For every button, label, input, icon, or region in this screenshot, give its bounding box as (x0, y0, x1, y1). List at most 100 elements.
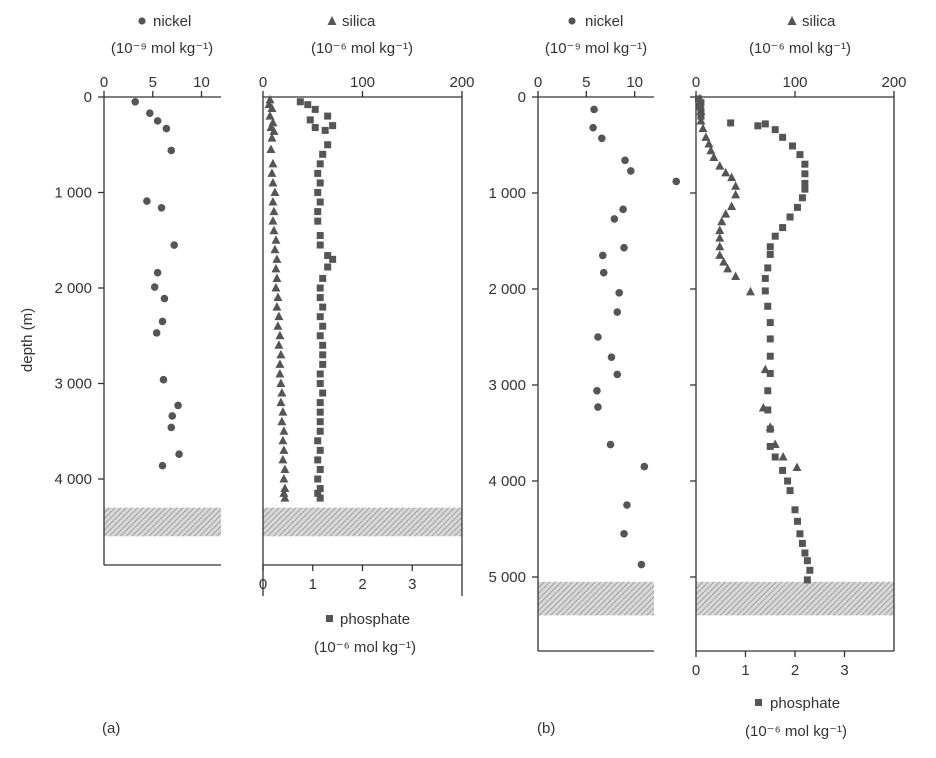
panel-a-phosphate-point (316, 160, 324, 168)
panel-b-nickel-xtick-label: 10 (626, 74, 643, 91)
panel-b-phosphate-point (766, 243, 774, 251)
panel-a-phosphate-point (316, 231, 324, 239)
panel-a-phosphate-point (306, 116, 314, 124)
panel-a-phosphate-point (319, 274, 327, 282)
panel-b-silica-point (721, 209, 731, 218)
panel-b-nickel-legend-marker (568, 17, 576, 25)
panel-b-headers: nickel (10⁻⁹ mol kg⁻¹) silica (10⁻⁶ mol … (537, 13, 851, 740)
panel-a-silica-units: (10⁻⁶ mol kg⁻¹) (311, 40, 413, 57)
panel-b-silica-xtick-label: 100 (782, 74, 807, 91)
panel-a-phosphate-point (316, 370, 324, 378)
panel-a-nickel-point (153, 117, 162, 125)
panel-b-phosphate-point (766, 319, 774, 327)
panel-a-silica-point (270, 187, 280, 196)
panel-b-silica-point (727, 172, 737, 182)
panel-b-phosphate-point (789, 142, 797, 150)
panel-a-phosphate-legend-marker (326, 615, 333, 622)
panel-b-phosphate-xtick-label: 2 (791, 662, 799, 679)
panel-b-silica-legend-marker (787, 16, 797, 25)
header-markers (138, 16, 797, 706)
panel-a-silica-point (279, 426, 289, 435)
panel-a-phosphate-point (304, 101, 312, 109)
panel-b-nickel-point (627, 167, 635, 175)
panel-a-silica-point (271, 235, 281, 244)
panel-a-silica-point (271, 263, 281, 273)
panel-a-nickel-point (146, 109, 154, 118)
panel-a-phosphate-point (319, 303, 327, 311)
panel-a-phosphate-point (316, 313, 324, 321)
panel-b-phosphate-point (801, 179, 809, 187)
panel-a-phosphate-point (316, 494, 324, 502)
panel-b-phosphate-point (766, 442, 774, 450)
panel-b-nickel-point (594, 333, 602, 341)
y-axis-label: depth (m) (19, 308, 36, 372)
panel-a-nickel-xtick-label: 5 (149, 74, 157, 91)
panel-a-silica-point (272, 254, 282, 263)
panel-a-nickel-legend-marker (138, 17, 146, 25)
panel-b-depth-tick-label: 1 000 (488, 185, 526, 202)
panel-b-silica-point (715, 161, 725, 170)
panel-a-silica-point (280, 464, 290, 473)
panel-a-depth-tick-label: 3 000 (54, 376, 92, 393)
panel-b-depth-tick-label: 5 000 (488, 569, 526, 586)
panel-a-silica-point (272, 273, 282, 282)
panel-a-phosphate-point (314, 169, 322, 177)
panel-b-silica-point (715, 241, 725, 251)
panel-a-nickel-point (143, 197, 151, 205)
panel-b-nickel-point (623, 501, 631, 509)
panel-b-silica-point (731, 181, 741, 190)
panel-a-phosphate-point (324, 141, 332, 149)
panel-b-nickel-point (620, 243, 628, 252)
panel-a-depth-tick-label: 4 000 (54, 471, 92, 488)
panel-a-phosphate-point (314, 217, 322, 225)
panel-a-nickel-point (168, 412, 177, 420)
panel-a-nickel-xtick-label: 10 (193, 74, 210, 91)
panel-b-phosphate-point (766, 335, 774, 343)
panel-a-silica-point (271, 283, 281, 292)
panel-b-phosphate-point (786, 487, 794, 495)
panel-b-silica-point (715, 233, 725, 242)
panel-b-phosphate-point (798, 194, 806, 202)
panel-a-silica-point (277, 416, 287, 426)
panel-a-silica-point (265, 94, 275, 104)
panel-a-phosphate-xtick-label: 1 (309, 576, 317, 593)
panel-b-nickel-point (613, 308, 622, 316)
panel-a-silica-xtick-label: 100 (350, 74, 375, 91)
panel-a-silica-label: silica (342, 13, 376, 30)
panel-b-depth-tick-label: 4 000 (488, 473, 526, 490)
panel-b-silica-point (731, 189, 741, 199)
panel-b-silica-sea-floor (696, 581, 894, 616)
panel-b-nickel-xtick-label: 5 (582, 74, 590, 91)
panel-b-nickel-point (640, 462, 649, 471)
panel-a-phosphate-point (321, 126, 329, 134)
panel-b-phosphate-point (694, 95, 702, 103)
panel-b-nickel-units: (10⁻⁹ mol kg⁻¹) (545, 40, 647, 57)
panel-a-phosphate-point (316, 408, 324, 416)
panel-b-silica-point (709, 152, 719, 161)
panel-a-phosphate-point (329, 122, 337, 130)
panel-b-silica-point (792, 462, 802, 472)
panel-b-nickel-xtick-label: 0 (534, 74, 542, 91)
panel-b-phosphate-point (801, 549, 809, 557)
panel-b-phosphate-point (801, 170, 809, 178)
panel-a-silica-point (267, 103, 277, 112)
panel-a-phosphate-point (319, 341, 327, 349)
panel-b-label: (b) (537, 720, 555, 737)
panel-a-silica-point (276, 397, 286, 407)
panel-b-phosphate-point (801, 185, 809, 193)
panel-a-phosphate-point (316, 198, 324, 206)
panel-b-phosphate-point (793, 203, 801, 211)
panel-b-nickel-point (598, 251, 607, 260)
panel-b-nickel-point (672, 177, 681, 186)
panel-a-phosphate-point (319, 351, 327, 359)
panel-b-phosphate-point (806, 566, 814, 574)
panel-a-phosphate-point (316, 418, 324, 426)
panel-b-depth-tick-label: 0 (518, 89, 526, 106)
panel-a-phosphate-label: phosphate (340, 611, 410, 628)
panel-a-phosphate-point (316, 446, 324, 454)
panel-b-silica-point (745, 286, 755, 296)
panel-a-nickel-point (159, 375, 168, 384)
panel-a-phosphate-point (319, 322, 327, 330)
panel-a-nickel-point (162, 124, 171, 133)
panel-a-nickel-point (157, 203, 166, 212)
